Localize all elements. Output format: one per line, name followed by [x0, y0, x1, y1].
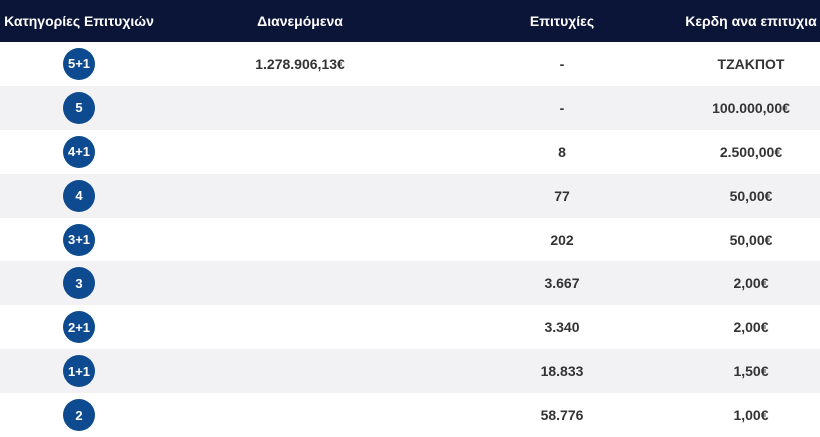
category-ball: 2+1: [63, 311, 95, 344]
table-row: 5+1 1.278.906,13€ - ΤΖΑΚΠΟΤ: [0, 42, 820, 86]
header-categories: Κατηγορίες Επιτυχιών: [4, 13, 154, 29]
table-body: 5+1 1.278.906,13€ - ΤΖΑΚΠΟΤ 5 - 100.000,…: [0, 42, 820, 437]
category-ball: 3: [63, 267, 95, 300]
prize-cell: 1,50€: [733, 363, 769, 380]
prize-cell: 1,00€: [733, 407, 769, 424]
table-row: 3 3.667 2,00€: [0, 261, 820, 306]
prize-cell: 2,00€: [733, 275, 769, 292]
category-ball: 5: [63, 91, 95, 124]
category-ball: 2: [63, 399, 95, 432]
category-ball: 4: [63, 179, 95, 212]
table-row: 4 77 50,00€: [0, 173, 820, 218]
table-row: 3+1 202 50,00€: [0, 218, 820, 262]
table-row: 4+1 8 2.500,00€: [0, 130, 820, 174]
category-ball: 3+1: [63, 223, 95, 256]
prize-cell: 2,00€: [733, 319, 769, 336]
winners-cell: 3.667: [544, 275, 580, 292]
category-ball: 4+1: [63, 135, 95, 168]
winners-cell: 18.833: [540, 363, 584, 380]
prize-cell: 100.000,00€: [712, 99, 790, 116]
table-row: 5 - 100.000,00€: [0, 85, 820, 130]
category-ball: 1+1: [63, 355, 95, 388]
table-row: 1+1 18.833 1,50€: [0, 349, 820, 394]
winners-cell: 202: [550, 231, 574, 248]
header-distributed: Διανεμόμενα: [257, 13, 343, 29]
table-header: Κατηγορίες Επιτυχιών Διανεμόμενα Επιτυχί…: [0, 0, 820, 42]
winners-cell: 3.340: [544, 319, 580, 336]
winners-cell: 8: [558, 143, 566, 160]
winners-cell: 58.776: [540, 407, 584, 424]
prize-cell: 50,00€: [729, 187, 773, 204]
category-ball: 5+1: [63, 47, 95, 80]
header-winners: Επιτυχίες: [529, 13, 595, 29]
prize-cell: 2.500,00€: [719, 143, 783, 160]
prize-cell: 50,00€: [729, 231, 773, 248]
table-row: 2 58.776 1,00€: [0, 393, 820, 437]
table-row: 2+1 3.340 2,00€: [0, 305, 820, 349]
winners-cell: -: [559, 55, 565, 72]
distributed-cell: 1.278.906,13€: [255, 55, 345, 72]
winners-cell: 77: [554, 187, 570, 204]
header-prize: Κερδη ανα επιτυχια: [685, 13, 817, 29]
prize-cell: ΤΖΑΚΠΟΤ: [717, 55, 785, 72]
winners-cell: -: [559, 99, 565, 116]
